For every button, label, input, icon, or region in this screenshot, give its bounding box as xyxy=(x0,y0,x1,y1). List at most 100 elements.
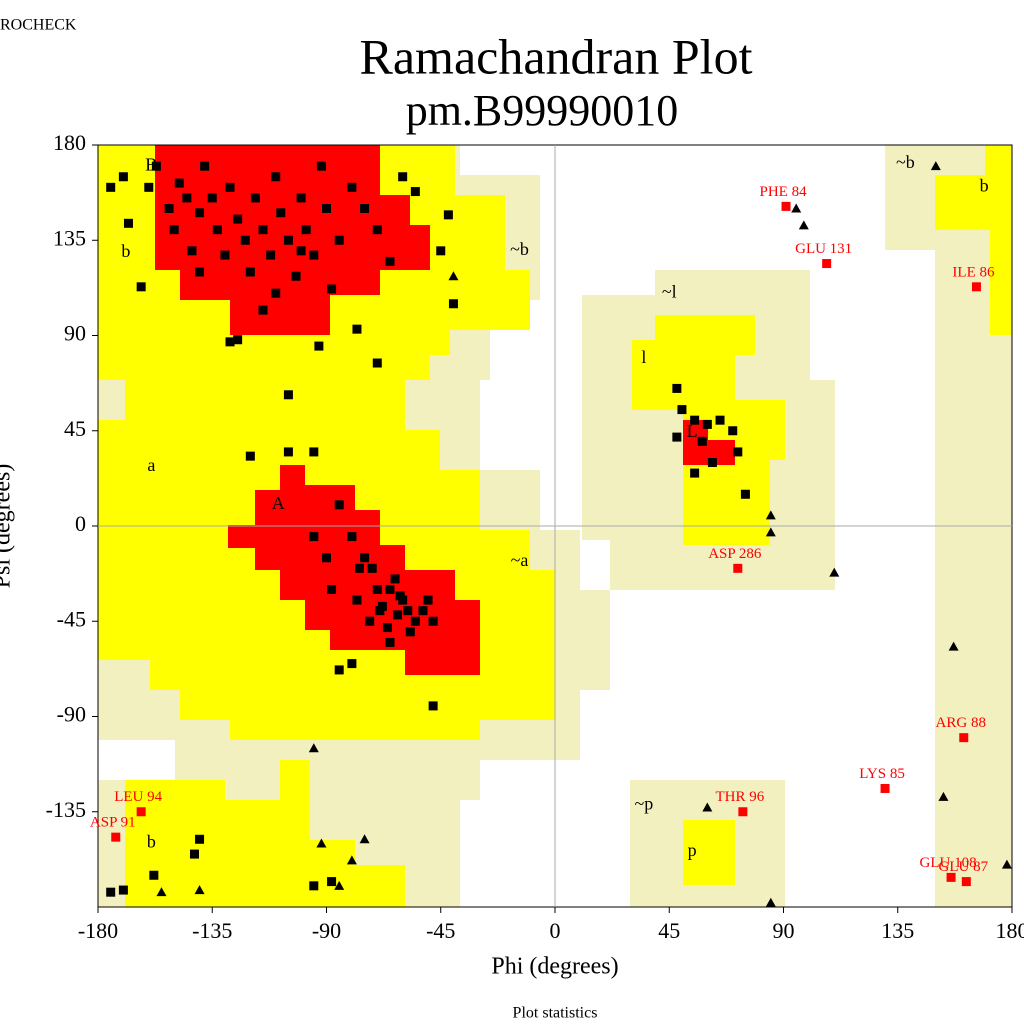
region-label: ~a xyxy=(511,550,529,570)
residue-label: ILE 86 xyxy=(952,264,995,280)
y-tick-label: 90 xyxy=(64,321,86,346)
residue-point xyxy=(740,489,750,499)
region-label: ~b xyxy=(510,239,529,259)
x-tick-label: 90 xyxy=(773,918,795,943)
glycine-point xyxy=(346,855,357,865)
region-label: L xyxy=(687,421,698,441)
region-label: l xyxy=(641,347,646,367)
x-tick-label: 0 xyxy=(550,918,561,943)
residue-point xyxy=(971,282,981,292)
residue-point xyxy=(212,225,222,235)
y-tick-label: 45 xyxy=(64,416,86,441)
residue-point xyxy=(428,701,438,711)
glycine-point xyxy=(791,203,802,213)
residue-point xyxy=(352,324,362,334)
allowed-region xyxy=(683,820,735,885)
residue-point xyxy=(245,267,255,277)
core-region xyxy=(683,420,735,465)
residue-point xyxy=(428,616,438,626)
residue-point xyxy=(393,610,403,620)
residue-point xyxy=(271,288,281,298)
chart-subtitle: pm.B99990010 xyxy=(406,86,679,135)
residue-point xyxy=(123,218,133,228)
x-axis-label: Phi (degrees) xyxy=(491,954,618,980)
residue-point xyxy=(360,553,370,563)
residue-point xyxy=(418,606,428,616)
residue-point xyxy=(266,250,276,260)
residue-point xyxy=(118,172,128,182)
residue-point xyxy=(347,182,357,192)
residue-point xyxy=(106,182,116,192)
residue-point xyxy=(136,807,146,817)
residue-point xyxy=(195,208,205,218)
region-label: b xyxy=(121,241,130,261)
residue-point xyxy=(390,574,400,584)
residue-point xyxy=(385,585,395,594)
residue-point xyxy=(283,390,293,400)
residue-point xyxy=(240,235,250,245)
region-label: ~l xyxy=(662,281,677,301)
residue-point xyxy=(151,161,161,171)
residue-point xyxy=(672,383,682,393)
residue-point xyxy=(225,337,235,347)
residue-point xyxy=(164,204,174,213)
region-label: a xyxy=(147,455,155,475)
glycine-point xyxy=(930,161,941,171)
residue-point xyxy=(187,246,197,256)
glycine-point xyxy=(948,641,959,651)
residue-point xyxy=(738,807,748,817)
x-tick-label: 180 xyxy=(996,918,1024,943)
glycine-point xyxy=(316,838,327,848)
glycine-point xyxy=(765,510,776,520)
residue-point xyxy=(733,563,743,573)
glycine-point xyxy=(829,567,840,577)
residue-point xyxy=(372,585,382,594)
residue-point xyxy=(672,432,682,442)
residue-point xyxy=(403,606,413,616)
residue-point xyxy=(106,887,116,897)
residue-point xyxy=(334,665,344,675)
residue-point xyxy=(733,447,743,457)
residue-point xyxy=(296,246,306,256)
chart-layer: -180 -135 -90 -45 0 45 90 135 180 -135 -90 -45 0 45 90… xyxy=(46,130,1024,943)
residue-point xyxy=(250,193,260,203)
residue-point xyxy=(436,246,446,256)
residue-point xyxy=(327,585,337,594)
residue-point xyxy=(174,178,184,188)
residue-point xyxy=(334,500,344,510)
allowed-region xyxy=(125,760,405,907)
residue-point xyxy=(309,447,319,457)
y-tick-label: -45 xyxy=(57,606,86,631)
glycine-point xyxy=(765,527,776,537)
residue-point xyxy=(283,447,293,457)
y-tick-label: 135 xyxy=(53,225,86,250)
region-label: ~p xyxy=(634,794,653,814)
residue-point xyxy=(677,405,687,415)
residue-point xyxy=(959,733,969,743)
allowed-region xyxy=(632,315,785,545)
residue-point xyxy=(398,172,408,182)
residue-point xyxy=(385,256,395,266)
residue-point xyxy=(781,201,791,211)
residue-point xyxy=(118,885,128,895)
residue-point xyxy=(822,259,832,269)
residue-label: GLU 87 xyxy=(939,859,989,875)
residue-point xyxy=(195,267,205,277)
region-label: b xyxy=(980,175,989,195)
residue-point xyxy=(334,235,344,245)
chart-title: Ramachandran Plot xyxy=(360,28,753,84)
residue-point xyxy=(448,299,458,309)
residue-label: GLU 131 xyxy=(795,241,852,257)
glycine-point xyxy=(938,791,949,801)
residue-point xyxy=(276,208,286,218)
residue-label: ASP 286 xyxy=(708,546,762,562)
residue-point xyxy=(946,872,956,882)
residue-point xyxy=(245,451,255,461)
residue-point xyxy=(207,193,217,203)
residue-point xyxy=(728,426,738,436)
region-label: p xyxy=(688,840,697,860)
residue-point xyxy=(352,595,362,605)
region-label: A xyxy=(272,493,285,513)
residue-point xyxy=(200,161,210,171)
